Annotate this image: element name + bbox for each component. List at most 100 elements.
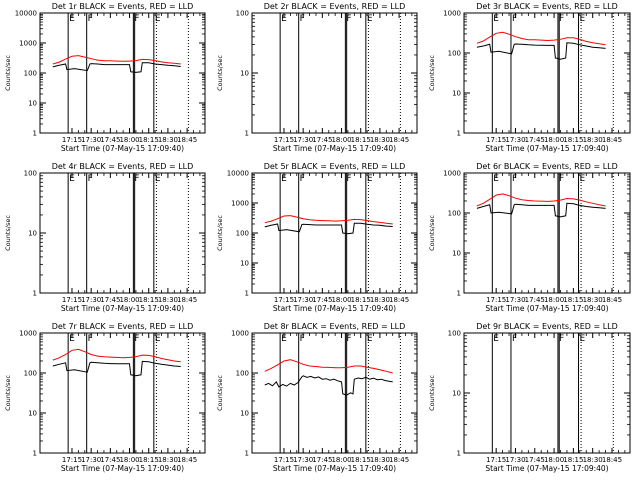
plot-frame xyxy=(251,172,418,294)
x-tick-label: 17:15 xyxy=(274,136,294,144)
x-tick-label: 17:45 xyxy=(312,296,332,304)
x-tick-label: 17:45 xyxy=(100,456,120,464)
plot-frame xyxy=(463,332,631,454)
y-tick-label: 10 xyxy=(28,100,37,108)
series-events xyxy=(52,62,181,73)
y-tick-label: 1 xyxy=(457,130,461,138)
marker-flag: F xyxy=(346,174,351,184)
x-axis-title: Start Time (07-May-15 17:09:40) xyxy=(485,144,608,153)
series-events xyxy=(476,42,606,60)
marker-flag: E xyxy=(580,14,586,24)
x-tick-label: 17:15 xyxy=(62,136,82,144)
plot-frame xyxy=(463,12,631,134)
panel-title: Det 2r BLACK = Events, RED = LLD xyxy=(264,2,406,11)
y-tick-label: 1 xyxy=(245,290,249,298)
marker-flag: E xyxy=(281,334,287,344)
x-tick-label: 18:45 xyxy=(389,456,409,464)
panel-title: Det 8r BLACK = Events, RED = LLD xyxy=(264,322,406,331)
x-tick-label: 17:30 xyxy=(81,136,101,144)
y-tick-label: 10 xyxy=(452,250,461,258)
plot-frame xyxy=(251,12,418,134)
marker-flag: F xyxy=(300,334,305,344)
y-tick-label: 1000 xyxy=(231,330,249,338)
marker-flag: E xyxy=(281,174,287,184)
x-tick-label: 18:45 xyxy=(602,136,622,144)
y-tick-label: 100 xyxy=(448,210,461,218)
y-tick-label: 1000 xyxy=(443,10,461,18)
y-axis-label: Counts/sec xyxy=(428,55,436,91)
y-tick-label: 10 xyxy=(28,230,37,238)
x-tick-label: 18:30 xyxy=(583,136,603,144)
plot-frame xyxy=(39,332,206,454)
x-tick-label: 18:00 xyxy=(119,296,139,304)
x-tick-label: 18:15 xyxy=(563,456,583,464)
marker-flag: E xyxy=(69,14,75,24)
y-tick-label: 10 xyxy=(240,70,249,78)
x-tick-label: 18:30 xyxy=(158,296,178,304)
y-tick-label: 1 xyxy=(33,130,37,138)
marker-flag: F xyxy=(512,14,517,24)
x-tick-label: 18:30 xyxy=(370,456,390,464)
marker-flag: E xyxy=(580,174,586,184)
x-tick-label: 18:15 xyxy=(351,136,371,144)
x-tick-label: 18:00 xyxy=(544,456,564,464)
x-tick-label: 18:45 xyxy=(389,136,409,144)
x-tick-label: 18:30 xyxy=(158,456,178,464)
y-tick-label: 100 xyxy=(448,50,461,58)
series-lld xyxy=(264,215,393,225)
y-axis-label: Counts/sec xyxy=(4,55,12,91)
y-tick-label: 100 xyxy=(24,170,37,178)
x-tick-label: 18:45 xyxy=(177,296,197,304)
x-tick-label: 18:15 xyxy=(351,296,371,304)
x-tick-label: 18:45 xyxy=(602,296,622,304)
x-tick-label: 17:30 xyxy=(505,296,525,304)
x-tick-label: 17:30 xyxy=(293,296,313,304)
marker-flag: E xyxy=(281,14,287,24)
x-tick-label: 18:00 xyxy=(331,296,351,304)
x-axis-title: Start Time (07-May-15 17:09:40) xyxy=(273,304,396,313)
panel-5: Det 5r BLACK = Events, RED = LLD 1 10 100 10… xyxy=(216,162,418,313)
x-axis-title: Start Time (07-May-15 17:09:40) xyxy=(273,144,396,153)
x-tick-label: 18:15 xyxy=(563,136,583,144)
x-tick-label: 18:45 xyxy=(602,456,622,464)
x-tick-label: 17:15 xyxy=(274,456,294,464)
panel-3: Det 3r BLACK = Events, RED = LLD 1 10 100 10… xyxy=(428,2,631,153)
marker-flag: F xyxy=(134,334,139,344)
panel-1: Det 1r BLACK = Events, RED = LLD 1 10 100 10… xyxy=(4,2,206,153)
x-tick-label: 18:30 xyxy=(370,296,390,304)
y-tick-label: 1000 xyxy=(231,200,249,208)
marker-flag: E xyxy=(155,14,161,24)
series-lld xyxy=(52,55,181,65)
x-tick-label: 18:00 xyxy=(331,136,351,144)
x-tick-label: 17:30 xyxy=(293,456,313,464)
y-axis-label: Counts/sec xyxy=(4,375,12,411)
y-tick-label: 100 xyxy=(24,370,37,378)
y-tick-label: 10 xyxy=(240,410,249,418)
series-lld xyxy=(52,348,181,363)
panel-4: Det 4r BLACK = Events, RED = LLD 1 10 100 Co… xyxy=(4,162,206,313)
plot-frame xyxy=(39,12,206,134)
x-tick-label: 18:45 xyxy=(389,296,409,304)
series-events xyxy=(264,222,393,235)
y-tick-label: 10 xyxy=(452,390,461,398)
marker-flag: F xyxy=(300,14,305,24)
y-tick-label: 10000 xyxy=(227,170,249,178)
marker-flag: F xyxy=(88,334,93,344)
x-tick-label: 18:00 xyxy=(544,136,564,144)
x-tick-label: 17:15 xyxy=(486,456,506,464)
marker-flag: E xyxy=(69,334,75,344)
marker-flag: E xyxy=(155,174,161,184)
x-tick-label: 18:00 xyxy=(119,456,139,464)
y-axis-label: Counts/sec xyxy=(428,215,436,251)
marker-flag: F xyxy=(559,334,564,344)
x-tick-label: 17:30 xyxy=(505,456,525,464)
marker-flag: F xyxy=(134,174,139,184)
plot-frame xyxy=(463,172,631,294)
x-axis-title: Start Time (07-May-15 17:09:40) xyxy=(485,464,608,473)
y-tick-label: 10 xyxy=(28,410,37,418)
y-tick-label: 10 xyxy=(452,90,461,98)
plot-frame xyxy=(39,172,206,294)
x-tick-label: 18:30 xyxy=(370,136,390,144)
marker-flag: E xyxy=(69,174,75,184)
x-tick-label: 18:00 xyxy=(331,456,351,464)
